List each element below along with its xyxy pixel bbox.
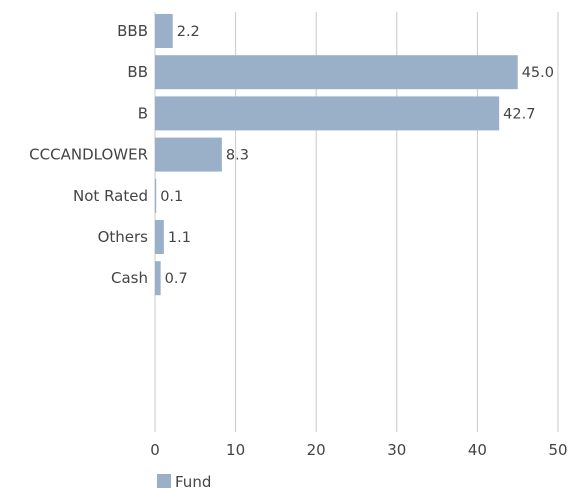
x-tick-label: 30 xyxy=(387,441,406,459)
bar-bb xyxy=(155,55,518,90)
category-label: Cash xyxy=(111,269,148,287)
bar-not-rated xyxy=(155,178,157,213)
bar-b xyxy=(155,96,500,131)
x-tick-label: 40 xyxy=(468,441,487,459)
value-labels: 2.2 45.0 42.7 8.3 0.1 1.1 0.7 xyxy=(160,24,554,287)
data-label: 8.3 xyxy=(226,148,249,164)
data-label: 1.1 xyxy=(168,230,191,246)
legend-label-fund: Fund xyxy=(175,473,211,491)
bars xyxy=(155,14,518,296)
data-label: 2.2 xyxy=(177,24,200,40)
legend: Fund xyxy=(157,473,211,491)
bar-bbb xyxy=(155,14,173,48)
category-label: Others xyxy=(98,228,149,246)
legend-swatch-fund xyxy=(157,474,171,488)
data-label: 45.0 xyxy=(522,65,554,81)
x-tick-label: 20 xyxy=(307,441,326,459)
data-label: 0.1 xyxy=(160,189,183,205)
category-label: Not Rated xyxy=(73,187,148,205)
bar-cash xyxy=(155,261,161,296)
category-label: BBB xyxy=(117,22,148,40)
data-label: 0.7 xyxy=(165,271,188,287)
x-tick-label: 0 xyxy=(150,441,160,459)
category-label: CCCANDLOWER xyxy=(29,146,148,164)
x-tick-label: 10 xyxy=(226,441,245,459)
x-tick-label: 50 xyxy=(548,441,567,459)
x-axis-ticks: 0 10 20 30 40 50 xyxy=(150,441,567,459)
bar-cccandlower xyxy=(155,137,222,172)
category-label: B xyxy=(138,104,148,122)
category-label: BB xyxy=(127,63,148,81)
data-label: 42.7 xyxy=(503,106,535,122)
bar-others xyxy=(155,220,164,254)
